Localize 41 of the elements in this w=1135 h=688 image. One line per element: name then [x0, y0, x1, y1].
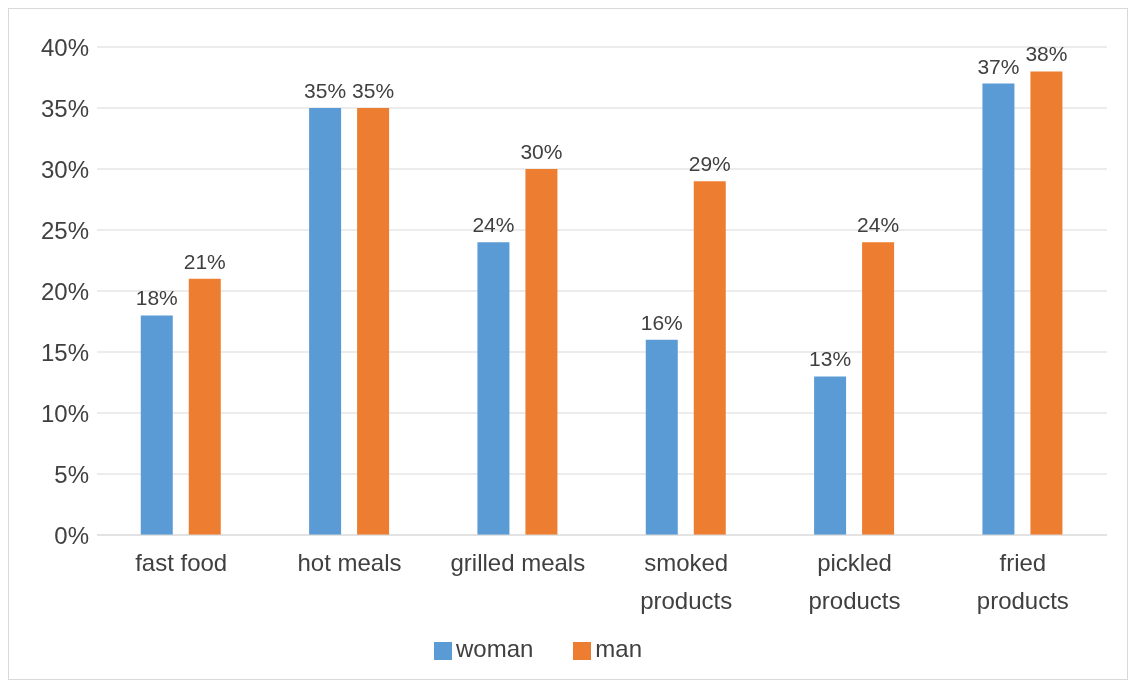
y-tick-label: 0%	[54, 521, 89, 549]
data-label: 30%	[520, 140, 563, 163]
data-label: 35%	[352, 79, 395, 102]
x-tick-label: grilled meals	[450, 549, 586, 576]
x-tick-label: fried products	[976, 549, 1069, 614]
data-label: 24%	[472, 213, 515, 237]
bar	[525, 169, 558, 535]
data-label: 13%	[809, 347, 852, 371]
bar	[309, 108, 342, 535]
y-tick-label: 30%	[40, 155, 89, 183]
y-tick-label: 40%	[40, 33, 89, 61]
y-tick-label: 10%	[40, 399, 89, 427]
data-label: 16%	[640, 310, 683, 334]
legend-label: woman	[455, 635, 534, 662]
x-tick-label: fast food	[135, 549, 228, 576]
data-label: 24%	[857, 213, 900, 237]
x-tick-label: hot meals	[297, 549, 402, 576]
y-tick-label: 15%	[40, 338, 89, 366]
bar	[862, 242, 895, 535]
x-tick-label: pickled products	[808, 549, 901, 614]
data-label: 37%	[977, 54, 1020, 78]
data-label: 35%	[304, 79, 347, 102]
bar	[357, 108, 390, 535]
data-label: 21%	[183, 249, 226, 273]
x-tick-label: smoked products	[640, 549, 733, 614]
bar	[982, 83, 1015, 535]
bar	[140, 315, 173, 535]
bar	[477, 242, 510, 535]
data-label: 29%	[688, 152, 731, 176]
y-tick-label: 20%	[40, 277, 89, 305]
data-label: 38%	[1025, 42, 1068, 66]
bar	[645, 339, 678, 535]
bar	[693, 181, 726, 535]
bar	[1030, 71, 1063, 535]
legend-label: man	[595, 635, 643, 662]
bar	[188, 278, 221, 535]
y-tick-label: 5%	[54, 460, 89, 488]
y-tick-label: 25%	[40, 216, 89, 244]
data-label: 18%	[135, 286, 178, 310]
bar	[814, 376, 847, 535]
y-tick-label: 35%	[40, 94, 89, 122]
